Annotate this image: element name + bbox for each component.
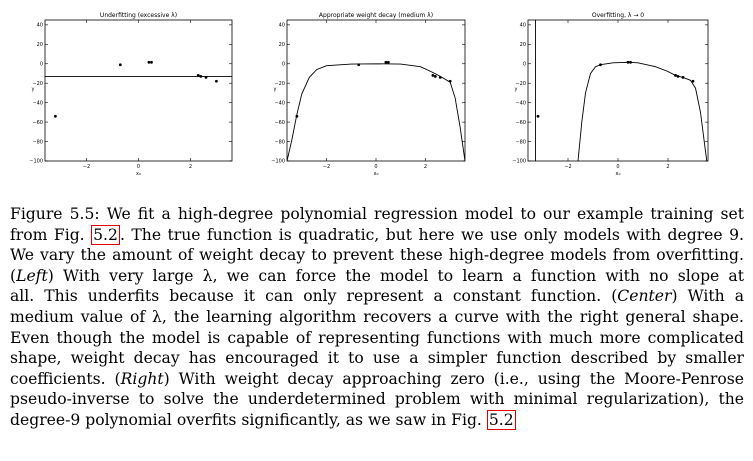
figure-caption: Figure 5.5: We fit a high-degree polynom… <box>10 204 744 431</box>
caption-line: shape, weight decay has encouraged it to… <box>10 349 744 368</box>
caption-line: all. This underfits because it can only … <box>10 287 744 306</box>
data-point <box>196 74 200 77</box>
y-tick-label: 20 <box>37 42 43 48</box>
data-point <box>448 79 452 83</box>
data-point <box>150 60 153 64</box>
x-tick-label: 2 <box>424 164 427 170</box>
y-tick-label: 40 <box>37 23 43 29</box>
x-tick-label: 0 <box>374 164 377 170</box>
figure-reference-link[interactable]: 5.2 <box>91 224 120 245</box>
y-tick-label: −40 <box>32 100 43 106</box>
italic-term: Center <box>617 287 672 306</box>
plot-title: Underfitting (excessive λ) <box>100 12 177 19</box>
x-tick-label: −2 <box>83 164 90 170</box>
data-point <box>691 79 695 83</box>
y-tick-label: −100 <box>29 159 43 165</box>
y-tick-label: 0 <box>40 61 43 67</box>
y-axis-label: y <box>515 87 518 93</box>
data-point <box>676 75 680 78</box>
plot-title: Appropriate weight decay (medium λ) <box>319 12 433 19</box>
y-tick-label: −20 <box>32 81 43 87</box>
y-tick-label: 20 <box>279 42 285 48</box>
data-point <box>384 60 388 64</box>
data-point <box>629 60 632 64</box>
x-tick-label: −2 <box>323 164 330 170</box>
y-tick-label: −100 <box>512 159 526 165</box>
caption-line: medium value of λ, the learning algorith… <box>10 307 744 326</box>
plot-panel-1: Underfitting (excessive λ)40200−20−40−60… <box>29 12 233 177</box>
data-point <box>386 60 390 64</box>
y-tick-label: 0 <box>282 61 285 67</box>
y-tick-label: 40 <box>279 23 285 29</box>
data-point <box>147 60 151 64</box>
caption-line: coefficients. (Right) With weight decay … <box>10 369 744 388</box>
x-tick-label: 2 <box>666 164 669 170</box>
x-tick-label: 2 <box>189 164 192 170</box>
y-tick-label: −20 <box>515 81 526 87</box>
data-point <box>204 75 208 79</box>
x-tick-label: −2 <box>564 164 571 170</box>
y-tick-label: −40 <box>515 100 526 106</box>
y-tick-label: −60 <box>274 120 285 126</box>
fit-curve <box>287 63 465 161</box>
plot-panel-3: Overfitting, λ → 040200−20−40−60−80−100−… <box>512 12 709 177</box>
data-point <box>199 75 203 78</box>
caption-line: Figure 5.5: We fit a high-degree polynom… <box>10 205 744 223</box>
y-tick-label: −80 <box>515 139 526 145</box>
data-point <box>53 114 57 118</box>
fit-curve <box>577 61 708 161</box>
y-tick-label: −100 <box>271 159 285 165</box>
caption-line: Even though the model is capable of repr… <box>10 328 744 347</box>
plot-frame <box>44 19 233 162</box>
y-tick-label: −40 <box>274 100 285 106</box>
caption-line: from Fig. 5.2. The true function is quad… <box>10 224 744 245</box>
caption-line: degree-9 polynomial overfits significant… <box>10 409 516 430</box>
x-axis-label: x₀ <box>616 171 621 177</box>
x-tick-label: 0 <box>137 164 140 170</box>
caption-line: (Left) With very large λ, we can force t… <box>10 266 744 285</box>
data-point <box>433 75 437 78</box>
data-point <box>431 74 435 77</box>
y-tick-label: 0 <box>523 61 526 67</box>
y-tick-label: −60 <box>515 120 526 126</box>
plot-frame <box>286 19 466 162</box>
y-axis-label: y <box>32 87 35 93</box>
y-axis-label: y <box>274 87 277 93</box>
data-point <box>599 63 602 67</box>
data-point <box>357 63 361 67</box>
plot-panel-2: Appropriate weight decay (medium λ)40200… <box>271 12 466 177</box>
y-tick-label: 40 <box>520 23 526 29</box>
y-tick-label: −20 <box>274 81 285 87</box>
italic-term: Left <box>16 266 48 285</box>
data-point <box>295 114 299 118</box>
x-axis-label: x₀ <box>374 171 379 177</box>
figure-plots: Underfitting (excessive λ)40200−20−40−60… <box>29 12 709 177</box>
plot-title: Overfitting, λ → 0 <box>592 12 644 19</box>
x-axis-label: x₀ <box>136 171 141 177</box>
y-tick-label: −60 <box>32 120 43 126</box>
data-point <box>215 79 218 83</box>
data-point <box>118 63 122 67</box>
italic-term: Right <box>120 369 164 388</box>
data-point <box>626 60 630 64</box>
data-point <box>536 114 540 118</box>
data-point <box>674 74 677 77</box>
caption-line: We vary the amount of weight decay to pr… <box>10 246 744 265</box>
y-tick-label: −80 <box>274 139 285 145</box>
plot-frame <box>527 19 709 162</box>
y-tick-label: 20 <box>520 42 526 48</box>
caption-line: pseudo-inverse to solve the underdetermi… <box>10 390 744 409</box>
y-tick-label: −80 <box>32 139 43 145</box>
figure-reference-link[interactable]: 5.2 <box>486 409 516 430</box>
x-tick-label: 0 <box>616 164 619 170</box>
data-point <box>438 75 442 79</box>
data-point <box>681 75 685 79</box>
